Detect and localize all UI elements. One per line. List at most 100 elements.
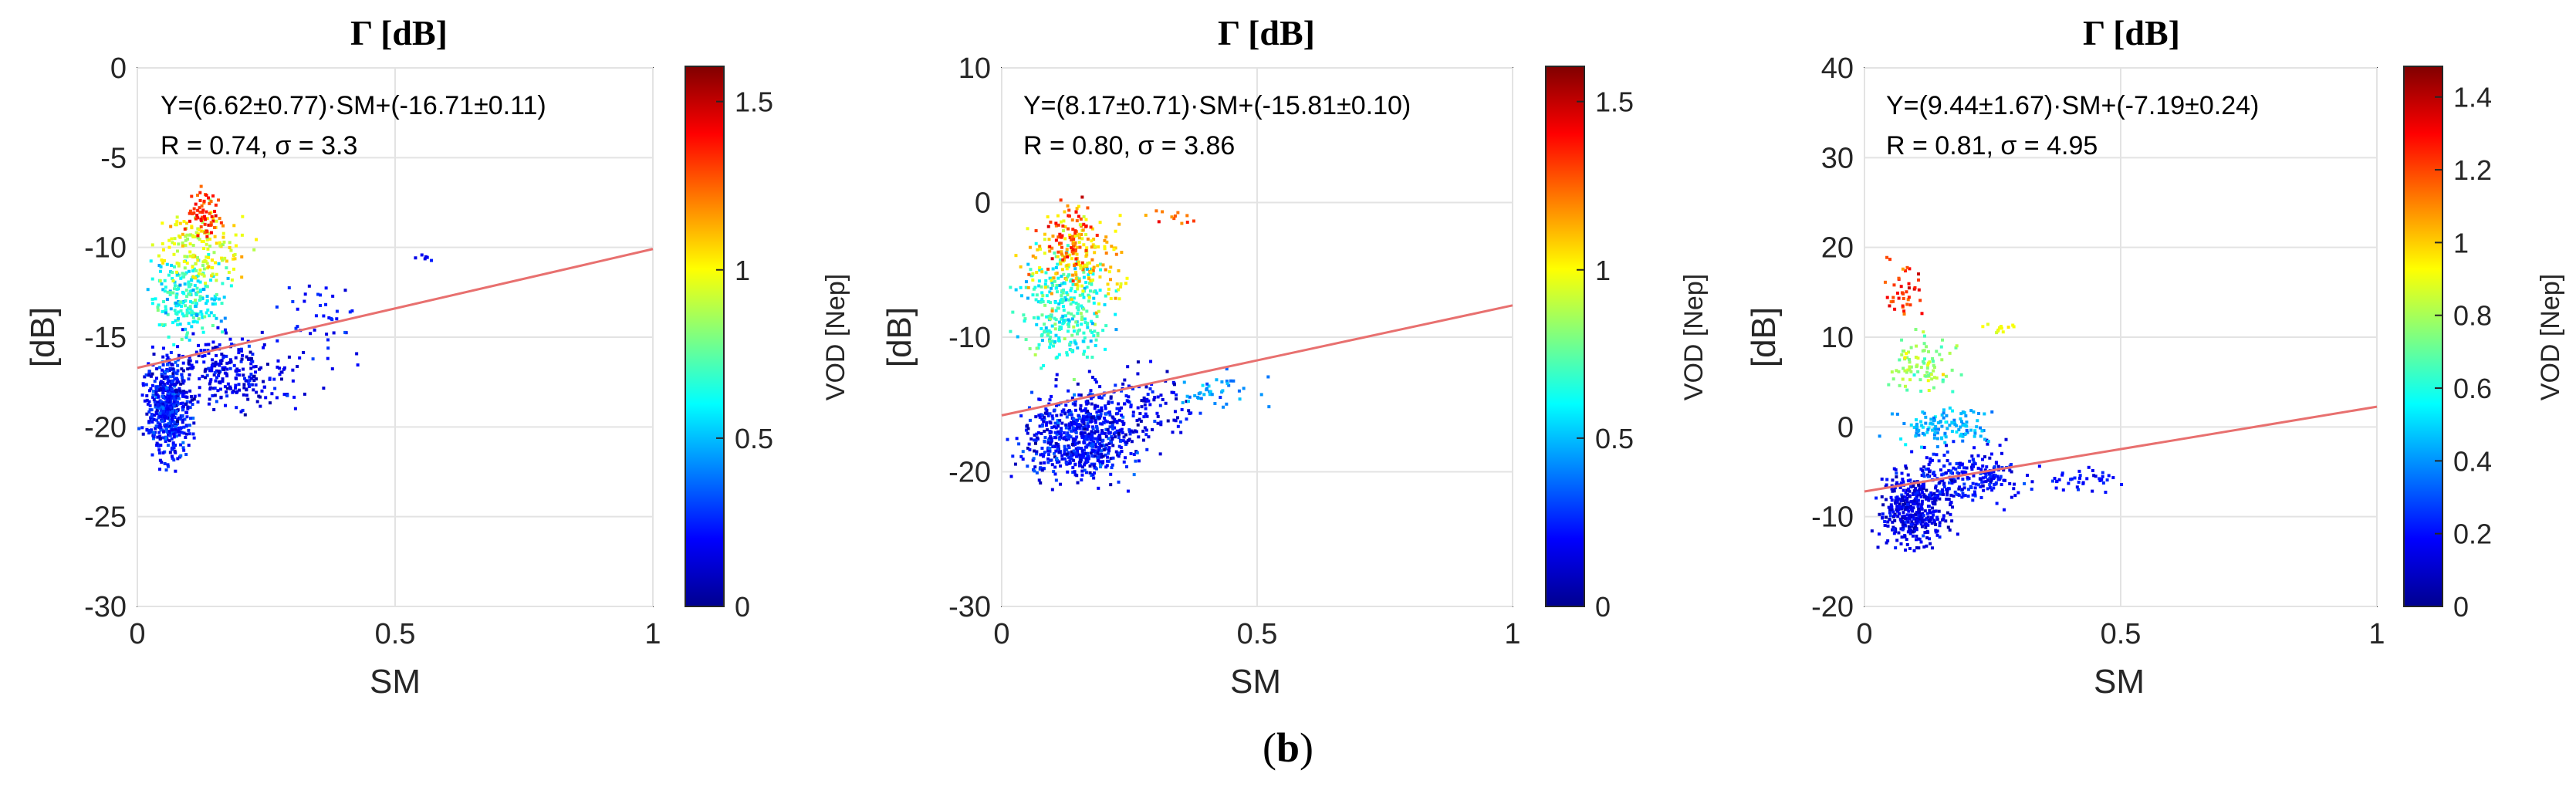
scatter-point [188, 355, 191, 359]
scatter-point [1950, 420, 1954, 424]
scatter-point [1066, 244, 1070, 248]
scatter-point [1950, 519, 1954, 523]
scatter-point [188, 292, 192, 296]
scatter-point [1046, 441, 1050, 445]
scatter-point [1031, 293, 1035, 297]
scatter-point [171, 441, 175, 445]
scatter-point [1049, 220, 1053, 224]
scatter-point [212, 407, 216, 411]
scatter-point [223, 366, 227, 370]
scatter-point [1053, 408, 1056, 412]
scatter-point [198, 191, 202, 194]
scatter-point [222, 367, 226, 371]
scatter-point [1121, 415, 1125, 419]
scatter-point [1067, 322, 1070, 326]
scatter-point [164, 424, 168, 427]
scatter-point [1960, 488, 1964, 491]
scatter-point [1949, 502, 1952, 505]
scatter-point [172, 458, 176, 462]
scatter-point [1918, 378, 1922, 382]
scatter-point [216, 326, 220, 329]
scatter-point [181, 241, 184, 245]
scatter-point [1083, 408, 1087, 412]
scatter-point [201, 208, 205, 212]
scatter-point [1094, 380, 1098, 384]
scatter-point [195, 214, 199, 218]
scatter-point [1905, 538, 1908, 542]
scatter-point [1067, 325, 1071, 329]
scatter-point [1935, 453, 1939, 457]
scatter-point [1072, 329, 1076, 333]
scatter-point [1916, 430, 1920, 434]
scatter-point [1097, 410, 1101, 414]
scatter-point [1912, 425, 1916, 429]
scatter-point [1117, 408, 1121, 412]
scatter-point [1988, 483, 1992, 487]
scatter-point [225, 394, 229, 398]
scatter-point [171, 291, 175, 295]
scatter-point [1052, 276, 1056, 280]
scatter-point [1946, 459, 1949, 463]
scatter-point [193, 283, 197, 287]
scatter-point [1903, 369, 1907, 373]
scatter-point [1035, 323, 1039, 326]
scatter-point [1926, 515, 1930, 519]
scatter-point [1096, 430, 1100, 434]
scatter-point [1886, 539, 1890, 543]
scatter-point [144, 383, 148, 387]
scatter-point [169, 411, 173, 415]
scatter-point [1986, 439, 1990, 443]
scatter-point [180, 367, 184, 371]
scatter-point [1094, 404, 1097, 407]
scatter-point [303, 392, 306, 396]
scatter-point [217, 370, 221, 373]
scatter-point [1914, 356, 1918, 360]
scatter-point [1033, 441, 1037, 445]
scatter-point [1917, 433, 1921, 437]
scatter-point [1070, 312, 1073, 316]
scatter-point [150, 408, 154, 412]
scatter-point [165, 404, 169, 408]
scatter-point [1097, 415, 1100, 419]
scatter-point [1059, 431, 1063, 435]
scatter-point [1921, 431, 1925, 435]
scatter-point [1046, 285, 1050, 289]
scatter-point [2105, 478, 2109, 482]
scatter-point [1891, 489, 1895, 493]
scatter-point [1952, 494, 1956, 498]
scatter-point [1055, 284, 1059, 288]
scatter-point [183, 417, 187, 421]
scatter-point [182, 275, 186, 279]
scatter-point [1076, 346, 1080, 350]
scatter-point [1205, 382, 1209, 386]
scatter-point [1994, 481, 1998, 485]
scatter-point [178, 389, 182, 393]
scatter-point [355, 352, 359, 356]
scatter-point [211, 302, 215, 306]
scatter-point [1073, 408, 1077, 412]
scatter-point [1909, 506, 1913, 510]
scatter-point [194, 312, 198, 316]
scatter-point [2002, 508, 2006, 512]
scatter-point [143, 399, 147, 403]
scatter-point [283, 366, 287, 370]
scatter-point [1053, 251, 1056, 255]
scatter-point [171, 372, 175, 376]
scatter-point [1945, 471, 1949, 474]
scatter-point [1059, 429, 1063, 433]
scatter-point [2008, 468, 2012, 472]
scatter-point [161, 241, 164, 245]
scatter-point [1054, 238, 1058, 242]
scatter-point [1109, 395, 1113, 399]
scatter-point [1050, 394, 1053, 398]
scatter-point [1049, 442, 1053, 446]
scatter-point [278, 366, 282, 370]
scatter-point [1129, 451, 1133, 455]
scatter-point [1067, 436, 1070, 440]
scatter-point [207, 351, 211, 355]
scatter-point [1067, 451, 1070, 454]
scatter-point [2120, 483, 2124, 487]
scatter-point [181, 404, 185, 408]
scatter-point [163, 461, 167, 465]
scatter-point [209, 200, 213, 204]
